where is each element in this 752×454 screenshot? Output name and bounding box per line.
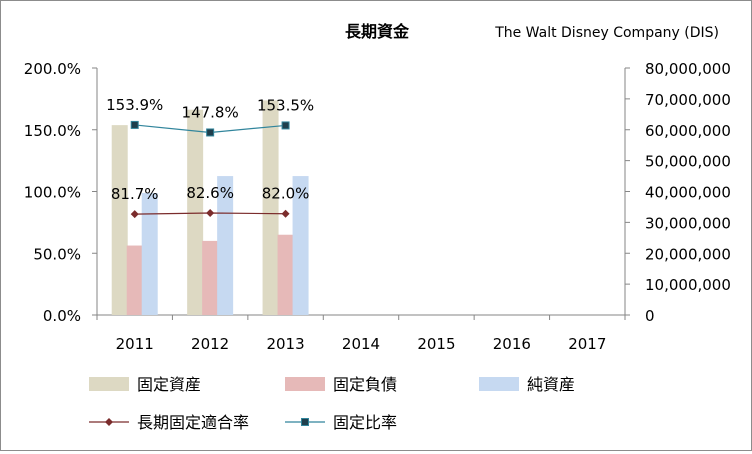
x-tick-label: 2011	[116, 335, 154, 353]
data-label-固定比率-2012: 147.8%	[182, 103, 239, 121]
marker-固定比率-2012	[206, 128, 215, 137]
bar-固定負債-2011	[126, 245, 143, 315]
x-tick-label: 2012	[191, 335, 229, 353]
left-tick-label: 50.0%	[33, 245, 81, 263]
legend-swatch-純資産	[479, 377, 519, 391]
chart-subtitle: The Walt Disney Company (DIS)	[494, 25, 719, 41]
data-label-長期固定適合率-2011: 81.7%	[111, 185, 159, 203]
bar-純資産-2012	[217, 176, 234, 315]
left-tick-label: 200.0%	[24, 60, 81, 78]
legend-swatch-固定負債	[285, 377, 325, 391]
legend-marker-長期固定適合率	[105, 418, 113, 426]
marker-長期固定適合率-2012	[206, 208, 215, 217]
legend-swatch-固定資産	[89, 377, 129, 391]
marker-固定比率-2011	[130, 120, 139, 129]
right-tick-label: 0	[645, 307, 655, 325]
right-tick-label: 50,000,000	[645, 153, 731, 171]
bar-固定資産-2011	[111, 125, 128, 316]
legend-label-長期固定適合率: 長期固定適合率	[137, 413, 249, 432]
bar-固定負債-2012	[202, 240, 219, 315]
right-tick-label: 60,000,000	[645, 122, 731, 140]
data-label-固定比率-2011: 153.9%	[106, 96, 163, 114]
right-tick-label: 70,000,000	[645, 91, 731, 109]
bar-純資産-2013	[292, 176, 309, 315]
left-tick-label: 150.0%	[24, 122, 81, 140]
legend-label-純資産: 純資産	[527, 375, 575, 394]
bar-固定資産-2012	[187, 109, 204, 316]
marker-長期固定適合率-2013	[281, 209, 290, 218]
data-label-長期固定適合率-2012: 82.6%	[186, 184, 234, 202]
right-tick-label: 40,000,000	[645, 184, 731, 202]
right-tick-label: 20,000,000	[645, 245, 731, 263]
right-tick-label: 30,000,000	[645, 214, 731, 232]
bar-固定資産-2013	[262, 100, 279, 315]
marker-固定比率-2013	[281, 121, 290, 130]
left-tick-label: 0.0%	[43, 307, 81, 325]
data-label-固定比率-2013: 153.5%	[257, 96, 314, 114]
marker-長期固定適合率-2011	[130, 210, 139, 219]
legend-marker-固定比率	[301, 418, 309, 426]
legend-label-固定資産: 固定資産	[137, 375, 201, 394]
right-tick-label: 10,000,000	[645, 276, 731, 294]
chart-title: 長期資金	[345, 22, 410, 41]
x-tick-label: 2014	[342, 335, 380, 353]
x-tick-label: 2015	[417, 335, 455, 353]
legend-label-固定負債: 固定負債	[333, 375, 397, 394]
x-tick-label: 2016	[493, 335, 531, 353]
left-tick-label: 100.0%	[24, 184, 81, 202]
bar-純資産-2011	[141, 193, 158, 315]
plot-area: 0.0% 50.0% 100.0% 150.0% 200.0% 0 10,000,000 20…	[24, 60, 731, 353]
x-tick-label: 2017	[568, 335, 606, 353]
bar-固定負債-2013	[277, 234, 294, 315]
x-tick-label: 2013	[266, 335, 304, 353]
right-tick-label: 80,000,000	[645, 60, 731, 78]
data-label-長期固定適合率-2013: 82.0%	[262, 185, 310, 203]
legend-label-固定比率: 固定比率	[333, 413, 397, 432]
